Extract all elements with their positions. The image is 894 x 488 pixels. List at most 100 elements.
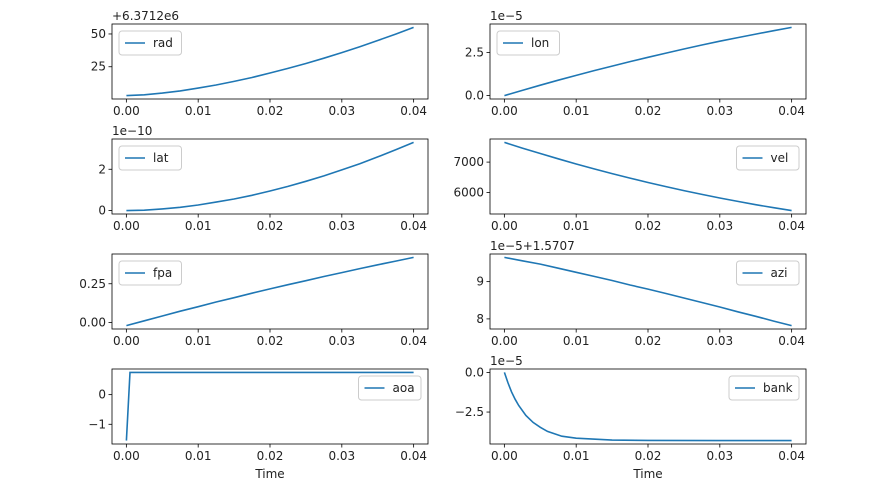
- x-tick-label: 0.03: [706, 219, 733, 233]
- subplot-vel: 0.00 0.01 0.02 0.03 0.04 6000 7000 vel: [453, 138, 807, 233]
- subplot-fpa: 0.00 0.01 0.02 0.03 0.04 0.00 0.25 fpa: [79, 253, 429, 348]
- legend-box: [118, 30, 182, 56]
- legend-label: vel: [771, 151, 789, 165]
- x-tick-label: 0.02: [257, 104, 284, 118]
- legend-box: [728, 375, 800, 401]
- offset-text: 1e−10: [112, 124, 152, 138]
- x-tick-label: 0.01: [563, 219, 590, 233]
- y-tick-label: 25: [91, 60, 106, 74]
- legend: vel: [736, 145, 800, 171]
- x-tick-label: 0.02: [635, 104, 662, 118]
- y-tick-label: 0.25: [79, 277, 106, 291]
- x-tick-label: 0.00: [491, 219, 518, 233]
- x-tick-label: 0.01: [185, 449, 212, 463]
- axes-frame: [489, 138, 807, 215]
- legend-box: [358, 375, 422, 401]
- offset-text: 1e−5: [490, 354, 523, 368]
- y-tick-label: 50: [91, 27, 106, 41]
- x-tick-label: 0.04: [778, 219, 805, 233]
- legend: rad: [118, 30, 182, 56]
- series-line-lon: [504, 26, 792, 97]
- x-tick-label: 0.01: [563, 334, 590, 348]
- x-tick-label: 0.04: [778, 104, 805, 118]
- series-line-rad: [126, 26, 414, 97]
- legend-box: [496, 30, 560, 56]
- x-tick-label: 0.04: [400, 449, 427, 463]
- y-tick-label: 2: [98, 162, 106, 176]
- legend-box: [736, 145, 800, 171]
- x-tick-label: 0.03: [328, 449, 355, 463]
- x-tick-label: 0.00: [491, 449, 518, 463]
- legend: aoa: [358, 375, 422, 401]
- axes-frame: [111, 368, 429, 445]
- x-tick-label: 0.03: [328, 219, 355, 233]
- x-tick-label: 0.00: [113, 219, 140, 233]
- x-tick-label: 0.03: [328, 334, 355, 348]
- series-line-aoa: [125, 371, 414, 441]
- y-tick-label: −1: [88, 417, 106, 431]
- x-tick-label: 0.04: [778, 334, 805, 348]
- x-axis-label: Time: [254, 467, 284, 481]
- legend-label: aoa: [393, 381, 415, 395]
- y-tick-label: 0.0: [465, 89, 484, 103]
- x-tick-label: 0.02: [257, 219, 284, 233]
- legend-label: lon: [531, 36, 549, 50]
- legend-label: bank: [763, 381, 793, 395]
- legend-label: azi: [771, 266, 788, 280]
- x-tick-label: 0.01: [563, 449, 590, 463]
- axes-frame: [111, 253, 429, 330]
- x-tick-label: 0.03: [328, 104, 355, 118]
- x-tick-label: 0.02: [635, 219, 662, 233]
- axes-frame: [111, 23, 429, 100]
- legend-box: [118, 145, 182, 171]
- legend: bank: [728, 375, 800, 401]
- axes-frame: [489, 23, 807, 100]
- y-tick-label: 7000: [453, 155, 484, 169]
- x-tick-label: 0.01: [563, 104, 590, 118]
- x-tick-label: 0.02: [635, 449, 662, 463]
- x-tick-label: 0.03: [706, 334, 733, 348]
- y-tick-label: 0.00: [79, 315, 106, 329]
- series-line-lat: [126, 141, 414, 212]
- x-tick-label: 0.04: [400, 219, 427, 233]
- x-tick-label: 0.04: [400, 334, 427, 348]
- x-tick-label: 0.02: [635, 334, 662, 348]
- subplot-aoa: 0.00 0.01 0.02 0.03 0.04 −1 0 Time aoa: [88, 368, 429, 481]
- legend: azi: [736, 260, 800, 286]
- x-tick-label: 0.00: [113, 104, 140, 118]
- y-tick-label: 9: [476, 275, 484, 289]
- legend-label: lat: [153, 151, 169, 165]
- x-axis-label: Time: [632, 467, 662, 481]
- legend: lat: [118, 145, 182, 171]
- x-tick-label: 0.01: [185, 104, 212, 118]
- series-line-azi: [504, 256, 792, 327]
- x-tick-label: 0.00: [113, 449, 140, 463]
- x-tick-label: 0.01: [185, 334, 212, 348]
- x-tick-label: 0.00: [491, 334, 518, 348]
- y-tick-label: 6000: [453, 185, 484, 199]
- axes-frame: [489, 253, 807, 330]
- series-line-bank: [503, 372, 792, 442]
- subplot-lon: 0.00 0.01 0.02 0.03 0.04 0.0 2.5 1e−5 lon: [465, 9, 807, 118]
- x-tick-label: 0.00: [113, 334, 140, 348]
- offset-text: +6.3712e6: [112, 9, 179, 23]
- subplot-azi: 0.00 0.01 0.02 0.03 0.04 8 9 1e−5+1.5707 azi: [476, 239, 807, 348]
- y-tick-label: 0: [98, 388, 106, 402]
- axes-frame: [111, 138, 429, 215]
- x-tick-label: 0.03: [706, 104, 733, 118]
- legend: fpa: [118, 260, 182, 286]
- axes-frame: [489, 368, 807, 445]
- y-tick-label: 8: [476, 312, 484, 326]
- legend-box: [118, 260, 182, 286]
- legend-label: fpa: [153, 266, 172, 280]
- legend: lon: [496, 30, 560, 56]
- x-tick-label: 0.02: [257, 449, 284, 463]
- x-tick-label: 0.01: [185, 219, 212, 233]
- y-tick-label: 2.5: [465, 45, 484, 59]
- offset-text: 1e−5+1.5707: [490, 239, 575, 253]
- y-tick-label: −2.5: [455, 405, 484, 419]
- x-tick-label: 0.04: [778, 449, 805, 463]
- subplot-rad: 0.00 0.01 0.02 0.03 0.04 25 50 +6.3712e6 rad: [91, 9, 429, 118]
- series-line-vel: [504, 141, 792, 212]
